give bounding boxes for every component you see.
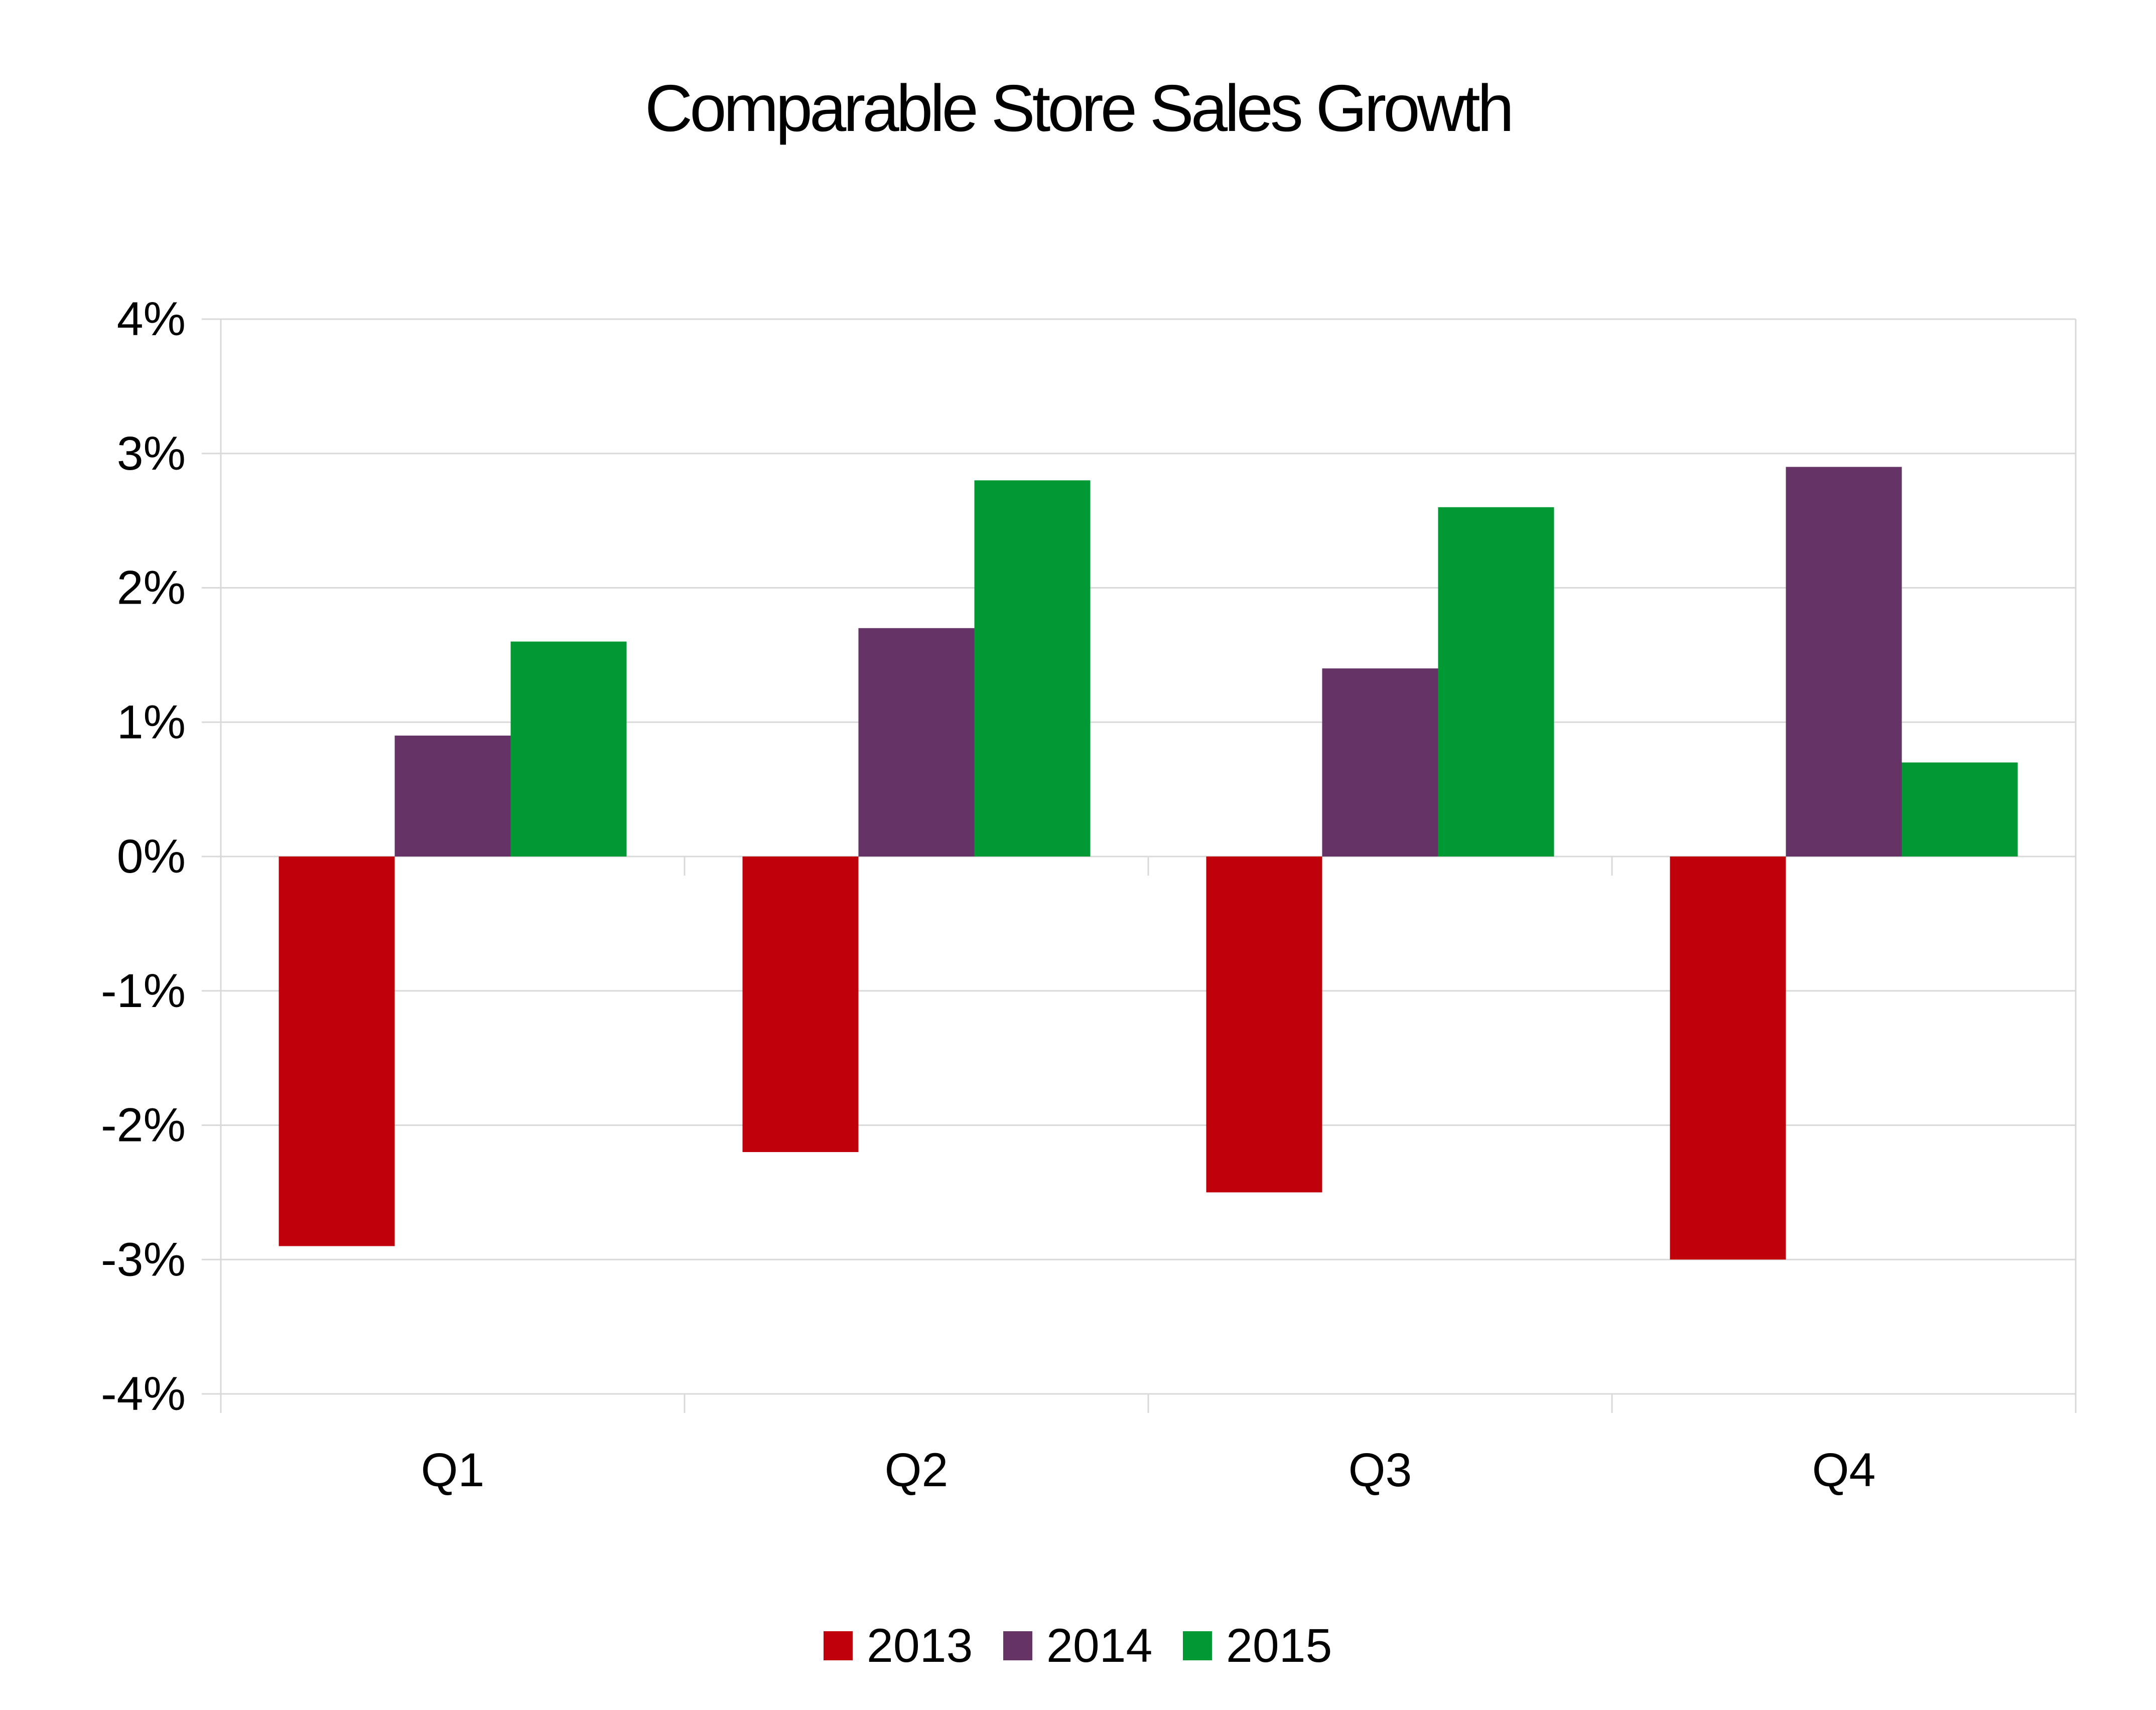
x-tick-label: Q1 [421, 1444, 485, 1497]
axes [202, 318, 2077, 1413]
bar-2014-Q2 [858, 628, 975, 857]
x-axis-tick-labels: Q1 Q2 Q3 Q4 [421, 1444, 1876, 1497]
bar-2013-Q1 [279, 857, 395, 1246]
bar-2013-Q2 [742, 857, 859, 1153]
y-axis-tick-labels: 4% 3% 2% 1% 0% -1% -2% -3% -4% [101, 293, 186, 1420]
x-tick-label: Q4 [1812, 1444, 1876, 1497]
y-tick-label: 4% [117, 293, 186, 346]
legend-swatch-2014 [1003, 1631, 1032, 1660]
x-tick-label: Q2 [885, 1444, 949, 1497]
bar-2015-Q1 [510, 641, 627, 857]
x-tick-label: Q3 [1349, 1444, 1412, 1497]
bar-2015-Q4 [1902, 762, 2018, 857]
legend-label-2013: 2013 [867, 1619, 973, 1672]
bar-2014-Q3 [1322, 668, 1438, 857]
chart-title: Comparable Store Sales Growth [644, 71, 1514, 145]
bars [279, 467, 2018, 1260]
legend-swatch-2013 [824, 1631, 853, 1660]
legend: 2013 2014 2015 [824, 1619, 1332, 1672]
bar-2015-Q2 [974, 480, 1091, 857]
legend-label-2015: 2015 [1226, 1619, 1332, 1672]
y-tick-label: -3% [101, 1233, 186, 1286]
y-tick-label: -4% [101, 1367, 186, 1420]
bar-2013-Q3 [1206, 857, 1322, 1193]
y-tick-label: 2% [117, 561, 186, 615]
bar-2013-Q4 [1670, 857, 1786, 1260]
legend-label-2014: 2014 [1046, 1619, 1152, 1672]
y-tick-label: -1% [101, 964, 186, 1018]
y-tick-label: 0% [117, 830, 186, 883]
y-tick-label: 1% [117, 695, 186, 749]
y-tick-label: 3% [117, 427, 186, 480]
bar-2015-Q3 [1438, 507, 1554, 857]
y-tick-label: -2% [101, 1099, 186, 1152]
bar-2014-Q4 [1786, 467, 1902, 857]
legend-swatch-2015 [1183, 1631, 1212, 1660]
bar-2014-Q1 [394, 736, 511, 857]
